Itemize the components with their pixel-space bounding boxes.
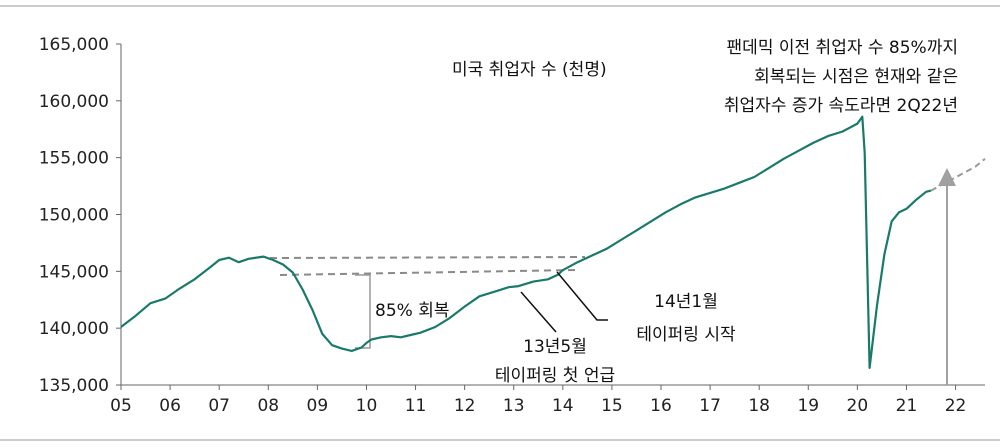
reference-line-85pct-recovery [279, 269, 576, 276]
x-tick-label: 05 [110, 396, 132, 416]
annotation-85pct-recovery: 85% 회복 [375, 301, 449, 321]
x-tick-label: 21 [896, 396, 918, 416]
x-tick-label: 10 [356, 396, 378, 416]
annotation-taper-start-date: 14년1월 [654, 292, 718, 312]
x-tick-label: 19 [797, 396, 819, 416]
series-line-employment [120, 115, 932, 369]
y-tick-label: 150,000 [39, 206, 109, 226]
recovery-bracket [355, 274, 371, 349]
leader-taper-mention [520, 291, 557, 333]
y-tick-label: 160,000 [39, 92, 109, 112]
x-tick-label: 22 [945, 396, 967, 416]
y-tick-label: 135,000 [39, 376, 109, 396]
y-tick-label: 140,000 [39, 319, 109, 339]
projection-arrow-head [938, 168, 956, 186]
annotation-pandemic-line-2: 회복되는 시점은 현재와 같은 [754, 67, 958, 87]
y-axis-ticks: 135,000 140,000 145,000 150,000 155,000 160,0… [39, 35, 121, 396]
x-tick-label: 15 [601, 396, 623, 416]
annotation-taper-start-label: 테이퍼링 시작 [636, 325, 736, 345]
x-tick-label: 16 [650, 396, 672, 416]
x-tick-label: 14 [552, 396, 574, 416]
y-tick-label: 155,000 [39, 149, 109, 169]
x-tick-label: 13 [503, 396, 525, 416]
x-tick-label: 20 [847, 396, 869, 416]
annotation-pandemic-line-3: 취업자수 증가 속도라면 2Q22년 [724, 96, 958, 116]
x-tick-label: 17 [699, 396, 721, 416]
x-tick-label: 18 [748, 396, 770, 416]
x-tick-label: 08 [257, 396, 279, 416]
x-tick-label: 06 [159, 396, 181, 416]
x-axis-ticks: 05 06 07 08 09 10 11 12 13 14 15 16 17 18 19 20 21 22 [110, 385, 966, 416]
x-tick-label: 07 [208, 396, 230, 416]
reference-line-pre-recession-peak [269, 256, 586, 259]
annotation-taper-mention-label: 테이퍼링 첫 언급 [495, 366, 615, 386]
annotation-taper-mention-date: 13년5월 [523, 337, 587, 357]
chart-title: 미국 취업자 수 (천명) [452, 60, 607, 80]
y-tick-label: 145,000 [39, 262, 109, 282]
x-tick-label: 09 [307, 396, 329, 416]
x-tick-label: 12 [454, 396, 476, 416]
annotation-pandemic-line-1: 팬데믹 이전 취업자 수 85%까지 [727, 38, 958, 58]
x-tick-label: 11 [405, 396, 427, 416]
y-tick-label: 165,000 [39, 35, 109, 55]
leader-taper-start [556, 271, 608, 321]
